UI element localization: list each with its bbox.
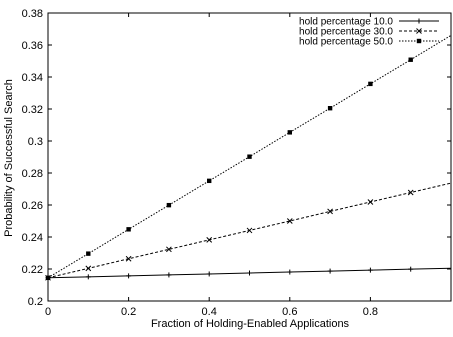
data-point <box>166 202 172 208</box>
marker-cross-b <box>166 246 172 253</box>
data-point <box>287 269 293 275</box>
legend-entry-2: hold percentage 30.0 <box>299 27 439 38</box>
data-point <box>287 130 292 135</box>
data-point <box>206 237 213 243</box>
y-tick-label: 0.34 <box>22 72 43 84</box>
data-point <box>86 251 91 256</box>
y-tick-label: 0.2 <box>28 296 43 308</box>
marker-cross-b <box>85 265 92 272</box>
x-tick-label: 0 <box>45 306 51 318</box>
data-point <box>408 266 414 272</box>
y-tick-label: 0.26 <box>22 200 43 212</box>
data-point <box>367 267 373 273</box>
y-axis-label: Probability of Successful Search <box>3 79 15 237</box>
legend-marker <box>416 38 422 44</box>
marker-cross-b <box>327 208 333 215</box>
y-tick-label: 0.24 <box>22 232 43 244</box>
series-1 <box>45 266 452 281</box>
axes: 0.20.220.240.260.280.30.320.340.360.380 0… <box>22 8 452 318</box>
x-tick-label: 0.8 <box>363 306 378 318</box>
marker-cross-b <box>367 199 374 205</box>
series-layer <box>45 34 452 281</box>
y-tick-label: 0.38 <box>22 8 43 20</box>
marker-cross-b <box>407 189 414 196</box>
data-point <box>207 178 212 184</box>
x-tick-label: 0.6 <box>282 306 297 318</box>
legend-label: hold percentage 50.0 <box>299 37 393 48</box>
data-point <box>85 274 91 280</box>
data-point <box>246 227 253 234</box>
data-point <box>206 271 212 277</box>
legend-marker <box>416 18 422 24</box>
legend-label: hold percentage 10.0 <box>299 17 393 28</box>
data-point <box>126 273 132 279</box>
y-tick-label: 0.32 <box>22 104 43 116</box>
x-tick-label: 0.4 <box>202 306 217 318</box>
marker-cross-b <box>206 237 213 243</box>
y-tick-label: 0.3 <box>28 136 43 148</box>
y-tick-label: 0.36 <box>22 40 43 52</box>
marker-cross-b <box>416 28 422 34</box>
data-point <box>367 199 374 205</box>
data-point <box>166 272 172 278</box>
data-point <box>286 218 293 224</box>
data-point <box>327 208 333 215</box>
legend-label: hold percentage 30.0 <box>299 27 393 38</box>
series-3 <box>45 34 452 280</box>
marker-cross-b <box>246 227 253 234</box>
x-tick-label: 0.2 <box>121 306 136 318</box>
data-point <box>407 189 414 196</box>
data-point <box>327 268 333 274</box>
data-point <box>85 265 92 272</box>
data-point <box>327 106 333 111</box>
data-point <box>247 270 252 276</box>
legend-entry-3: hold percentage 50.0 <box>299 37 439 48</box>
y-tick-label: 0.22 <box>22 264 43 276</box>
data-point <box>45 275 51 280</box>
plot-frame <box>47 12 452 302</box>
data-point <box>368 81 373 87</box>
legend-entry-1: hold percentage 10.0 <box>299 17 439 28</box>
y-tick-label: 0.28 <box>22 168 43 180</box>
data-point <box>125 255 132 262</box>
data-point <box>166 246 172 253</box>
marker-cross-b <box>125 255 132 262</box>
x-axis-label: Fraction of Holding-Enabled Applications <box>151 318 350 330</box>
legend-marker <box>416 28 422 34</box>
data-point <box>408 57 413 62</box>
series-2 <box>45 182 452 281</box>
data-point <box>247 154 252 159</box>
data-point <box>126 227 131 232</box>
marker-cross-b <box>286 218 293 224</box>
